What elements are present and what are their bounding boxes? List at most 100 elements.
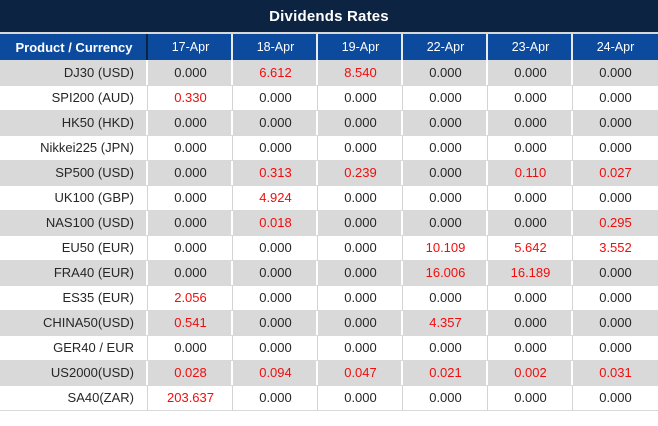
dividend-value-cell: 0.000 [233,335,318,361]
widget-title-bar: Dividends Rates [0,0,658,34]
product-cell: SA40(ZAR) [0,385,148,411]
dividend-value-cell: 0.000 [573,60,658,86]
product-cell: GER40 / EUR [0,335,148,361]
dividend-value-cell: 0.000 [488,310,573,336]
dividend-value-cell: 0.000 [403,185,488,211]
dividend-value-cell: 0.000 [233,310,318,336]
dividend-value-cell: 0.000 [233,135,318,161]
dividend-value-cell: 0.000 [573,260,658,286]
dividend-value-cell: 0.000 [573,110,658,136]
dividend-value-cell: 10.109 [403,235,488,261]
dividend-value-cell: 0.000 [488,335,573,361]
dividend-value-cell: 0.000 [403,85,488,111]
dividend-value-cell: 0.000 [488,210,573,236]
dividend-value-cell: 0.000 [403,110,488,136]
dividend-value-cell: 0.000 [318,210,403,236]
dividend-value-cell: 0.000 [318,260,403,286]
dividend-value-cell: 0.000 [318,185,403,211]
dividend-value-cell: 0.000 [233,85,318,111]
dividend-value-cell: 8.540 [318,60,403,86]
dividend-value-cell: 6.612 [233,60,318,86]
dividend-value-cell: 0.239 [318,160,403,186]
product-cell: CHINA50(USD) [0,310,148,336]
column-header-date-18-apr: 18-Apr [233,34,318,60]
dividend-value-cell: 0.000 [148,210,233,236]
dividend-value-cell: 0.000 [403,210,488,236]
dividend-value-cell: 0.000 [488,60,573,86]
dividend-value-cell: 0.000 [403,385,488,411]
column-header-date-23-apr: 23-Apr [488,34,573,60]
dividend-value-cell: 0.027 [573,160,658,186]
product-cell: EU50 (EUR) [0,235,148,261]
dividend-value-cell: 0.000 [148,160,233,186]
dividend-value-cell: 203.637 [148,385,233,411]
dividend-value-cell: 0.000 [318,385,403,411]
dividend-value-cell: 0.000 [148,235,233,261]
dividend-value-cell: 0.000 [318,335,403,361]
dividend-value-cell: 0.295 [573,210,658,236]
dividend-value-cell: 0.000 [403,135,488,161]
dividend-value-cell: 0.000 [318,235,403,261]
dividend-value-cell: 0.000 [488,110,573,136]
dividend-value-cell: 0.000 [403,60,488,86]
table-row: SA40(ZAR) 203.637 0.000 0.000 0.000 0.000 0.00… [0,385,658,411]
table-header: Product / Currency 17-Apr 18-Apr 19-Apr … [0,34,658,60]
product-cell: US2000(USD) [0,360,148,386]
product-cell: Nikkei225 (JPN) [0,135,148,161]
table-row: Nikkei225 (JPN) 0.000 0.000 0.000 0.000 0.000… [0,135,658,161]
dividend-value-cell: 4.924 [233,185,318,211]
dividend-value-cell: 0.000 [233,235,318,261]
dividend-value-cell: 0.000 [318,310,403,336]
product-cell: FRA40 (EUR) [0,260,148,286]
column-header-date-22-apr: 22-Apr [403,34,488,60]
product-cell: NAS100 (USD) [0,210,148,236]
product-cell: ES35 (EUR) [0,285,148,311]
table-row: UK100 (GBP) 0.000 4.924 0.000 0.000 0.000 0.00… [0,185,658,211]
product-cell: HK50 (HKD) [0,110,148,136]
table-row: NAS100 (USD) 0.000 0.018 0.000 0.000 0.000 0.2… [0,210,658,236]
dividend-value-cell: 3.552 [573,235,658,261]
dividend-value-cell: 0.000 [148,110,233,136]
dividend-value-cell: 0.094 [233,360,318,386]
dividend-value-cell: 0.000 [148,185,233,211]
product-cell: SPI200 (AUD) [0,85,148,111]
dividend-value-cell: 0.000 [148,135,233,161]
dividend-value-cell: 0.110 [488,160,573,186]
dividend-value-cell: 16.189 [488,260,573,286]
dividend-value-cell: 0.000 [403,285,488,311]
dividend-value-cell: 0.047 [318,360,403,386]
dividend-value-cell: 0.000 [573,310,658,336]
dividend-value-cell: 0.000 [233,260,318,286]
dividend-value-cell: 0.000 [148,60,233,86]
dividend-value-cell: 0.000 [573,185,658,211]
dividend-value-cell: 0.021 [403,360,488,386]
column-header-product-currency: Product / Currency [0,34,148,60]
table-row: SPI200 (AUD) 0.330 0.000 0.000 0.000 0.000 0.0… [0,85,658,111]
column-header-date-24-apr: 24-Apr [573,34,658,60]
dividend-value-cell: 0.000 [488,385,573,411]
dividend-value-cell: 0.000 [573,135,658,161]
dividend-value-cell: 0.000 [488,285,573,311]
dividend-value-cell: 0.000 [233,110,318,136]
dividend-value-cell: 0.000 [318,285,403,311]
dividend-value-cell: 0.330 [148,85,233,111]
dividend-value-cell: 0.000 [148,260,233,286]
dividend-value-cell: 0.000 [318,135,403,161]
product-cell: SP500 (USD) [0,160,148,186]
product-cell: DJ30 (USD) [0,60,148,86]
dividend-value-cell: 0.541 [148,310,233,336]
dividend-value-cell: 5.642 [488,235,573,261]
column-header-date-19-apr: 19-Apr [318,34,403,60]
table-row: CHINA50(USD) 0.541 0.000 0.000 4.357 0.000 0.0… [0,310,658,336]
dividend-value-cell: 2.056 [148,285,233,311]
dividend-value-cell: 0.000 [233,285,318,311]
table-row: SP500 (USD) 0.000 0.313 0.239 0.000 0.110 0.02… [0,160,658,186]
dividend-value-cell: 0.002 [488,360,573,386]
header-row: Product / Currency 17-Apr 18-Apr 19-Apr … [0,34,658,60]
table-row: GER40 / EUR 0.000 0.000 0.000 0.000 0.000 0.00… [0,335,658,361]
dividend-value-cell: 0.000 [573,285,658,311]
dividend-value-cell: 0.031 [573,360,658,386]
dividend-value-cell: 0.000 [488,135,573,161]
column-header-date-17-apr: 17-Apr [148,34,233,60]
